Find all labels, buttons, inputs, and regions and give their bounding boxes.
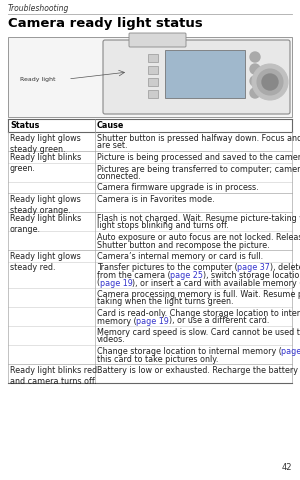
Text: Ready light: Ready light: [20, 76, 56, 82]
Text: Ready light glows
steady orange.: Ready light glows steady orange.: [10, 195, 81, 215]
Text: Shutter button is pressed halfway down. Focus and exposure: Shutter button is pressed halfway down. …: [97, 134, 300, 143]
FancyBboxPatch shape: [129, 33, 186, 47]
Text: memory (: memory (: [97, 316, 136, 325]
Text: are set.: are set.: [97, 142, 127, 151]
Circle shape: [257, 69, 283, 95]
Circle shape: [250, 64, 260, 74]
Text: Camera is in Favorites mode.: Camera is in Favorites mode.: [97, 195, 214, 204]
Text: Change storage location to internal memory (: Change storage location to internal memo…: [97, 347, 281, 356]
Text: Cause: Cause: [97, 121, 124, 130]
Text: Camera processing memory is full. Wait. Resume picture-: Camera processing memory is full. Wait. …: [97, 290, 300, 299]
Text: Pictures are being transferred to computer; camera is: Pictures are being transferred to comput…: [97, 165, 300, 173]
Text: page 37: page 37: [237, 264, 270, 273]
Circle shape: [250, 52, 260, 62]
Text: connected.: connected.: [97, 172, 141, 181]
Text: this card to take pictures only.: this card to take pictures only.: [97, 355, 218, 363]
Text: Auto exposure or auto focus are not locked. Release the: Auto exposure or auto focus are not lock…: [97, 233, 300, 242]
Text: 42: 42: [281, 463, 292, 472]
Text: Ready light glows
steady red.: Ready light glows steady red.: [10, 252, 81, 272]
Circle shape: [252, 64, 288, 100]
FancyBboxPatch shape: [103, 40, 290, 114]
Text: Transfer pictures to the computer (: Transfer pictures to the computer (: [97, 264, 237, 273]
Circle shape: [250, 88, 260, 98]
Text: Shutter button and recompose the picture.: Shutter button and recompose the picture…: [97, 240, 269, 250]
Text: ), delete pictures: ), delete pictures: [270, 264, 300, 273]
Bar: [8, 37, 292, 117]
Circle shape: [262, 74, 278, 90]
Text: Camera ready light status: Camera ready light status: [8, 17, 203, 30]
Text: ), or use a different card.: ), or use a different card.: [169, 316, 269, 325]
Text: page 19: page 19: [136, 316, 169, 325]
Text: Ready light glows
steady green.: Ready light glows steady green.: [10, 134, 81, 154]
Text: ), or insert a card with available memory (: ), or insert a card with available memor…: [133, 278, 300, 288]
Bar: [165, 50, 245, 98]
Text: Memory card speed is slow. Card cannot be used to take: Memory card speed is slow. Card cannot b…: [97, 328, 300, 337]
Bar: [148, 90, 158, 98]
Text: (: (: [97, 278, 100, 288]
Text: light stops blinking and turns off.: light stops blinking and turns off.: [97, 221, 228, 230]
Text: Picture is being processed and saved to the camera.: Picture is being processed and saved to …: [97, 153, 300, 162]
Text: Troubleshooting: Troubleshooting: [8, 4, 69, 13]
Text: ), switch storage locations: ), switch storage locations: [203, 271, 300, 280]
Text: Ready light blinks red
and camera turns off.: Ready light blinks red and camera turns …: [10, 366, 97, 386]
Text: Ready light blinks
green.: Ready light blinks green.: [10, 153, 81, 173]
Text: Flash is not charged. Wait. Resume picture-taking when the: Flash is not charged. Wait. Resume pictu…: [97, 214, 300, 223]
Text: Status: Status: [10, 121, 39, 130]
Text: from the camera (: from the camera (: [97, 271, 170, 280]
Text: taking when the light turns green.: taking when the light turns green.: [97, 298, 233, 307]
Bar: [148, 78, 158, 86]
Text: Camera firmware upgrade is in process.: Camera firmware upgrade is in process.: [97, 183, 258, 192]
Text: page 19: page 19: [100, 278, 133, 288]
Text: page 25: page 25: [170, 271, 203, 280]
Bar: [148, 66, 158, 74]
Text: videos.: videos.: [97, 336, 125, 345]
Bar: [148, 54, 158, 62]
Text: Camera’s internal memory or card is full.: Camera’s internal memory or card is full…: [97, 252, 263, 261]
Text: Battery is low or exhausted. Recharge the battery (: Battery is low or exhausted. Recharge th…: [97, 366, 300, 375]
Text: page 19: page 19: [281, 347, 300, 356]
Text: Ready light blinks
orange.: Ready light blinks orange.: [10, 214, 81, 234]
Text: Card is read-only. Change storage location to internal: Card is read-only. Change storage locati…: [97, 309, 300, 318]
Circle shape: [250, 76, 260, 86]
